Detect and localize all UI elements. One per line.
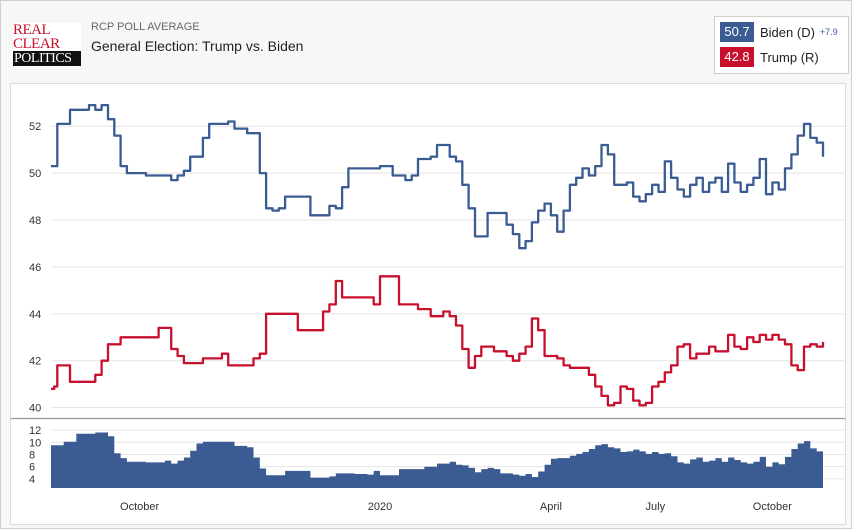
biden-line bbox=[51, 103, 825, 250]
series-layer bbox=[51, 103, 825, 488]
spread-tick-label: 8 bbox=[29, 449, 35, 461]
y-tick-label: 52 bbox=[29, 121, 41, 133]
x-tick-label: October bbox=[753, 501, 792, 513]
biden-spread: +7.9 bbox=[819, 27, 838, 37]
trump-value-badge: 42.8 bbox=[720, 47, 754, 67]
biden-label: Biden (D) bbox=[760, 24, 815, 40]
trump-label: Trump (R) bbox=[760, 49, 819, 65]
spread-area bbox=[51, 432, 823, 488]
y-tick-label: 46 bbox=[29, 262, 41, 274]
logo-word-2: CLEAR bbox=[13, 36, 60, 52]
spread-tick-label: 10 bbox=[29, 437, 41, 449]
y-tick-label: 42 bbox=[29, 356, 41, 368]
x-tick-label: July bbox=[646, 501, 666, 513]
spread-tick-label: 4 bbox=[29, 474, 35, 486]
y-tick-label: 40 bbox=[29, 403, 41, 415]
y-tick-label: 44 bbox=[29, 309, 41, 321]
legend: 50.7 Biden (D) +7.9 42.8 Trump (R) bbox=[714, 16, 849, 74]
legend-biden[interactable]: 50.7 Biden (D) +7.9 bbox=[720, 22, 838, 42]
y-tick-label: 50 bbox=[29, 168, 41, 180]
main-grid: 40 42 44 46 48 50 52 bbox=[29, 121, 845, 415]
legend-trump[interactable]: 42.8 Trump (R) bbox=[720, 47, 819, 67]
trump-line bbox=[51, 275, 825, 407]
x-tick-label: 2020 bbox=[368, 501, 392, 513]
y-tick-label: 48 bbox=[29, 215, 41, 227]
rcp-logo[interactable]: REAL CLEAR POLITICS bbox=[13, 23, 81, 67]
biden-value-badge: 50.7 bbox=[720, 22, 754, 42]
chart-subtitle: RCP POLL AVERAGE bbox=[91, 21, 200, 33]
plot-area: 40 42 44 46 48 50 52 4 6 8 10 12 October 2020 April J… bbox=[10, 83, 846, 525]
spread-tick-label: 12 bbox=[29, 425, 41, 437]
chart-title: General Election: Trump vs. Biden bbox=[91, 38, 304, 54]
axis-layer: October 2020 April July October bbox=[120, 501, 792, 513]
logo-word-1: REAL bbox=[13, 22, 51, 38]
logo-word-3: POLITICS bbox=[13, 51, 81, 66]
spread-tick-label: 6 bbox=[29, 462, 35, 474]
x-tick-label: October bbox=[120, 501, 159, 513]
x-tick-label: April bbox=[540, 501, 562, 513]
